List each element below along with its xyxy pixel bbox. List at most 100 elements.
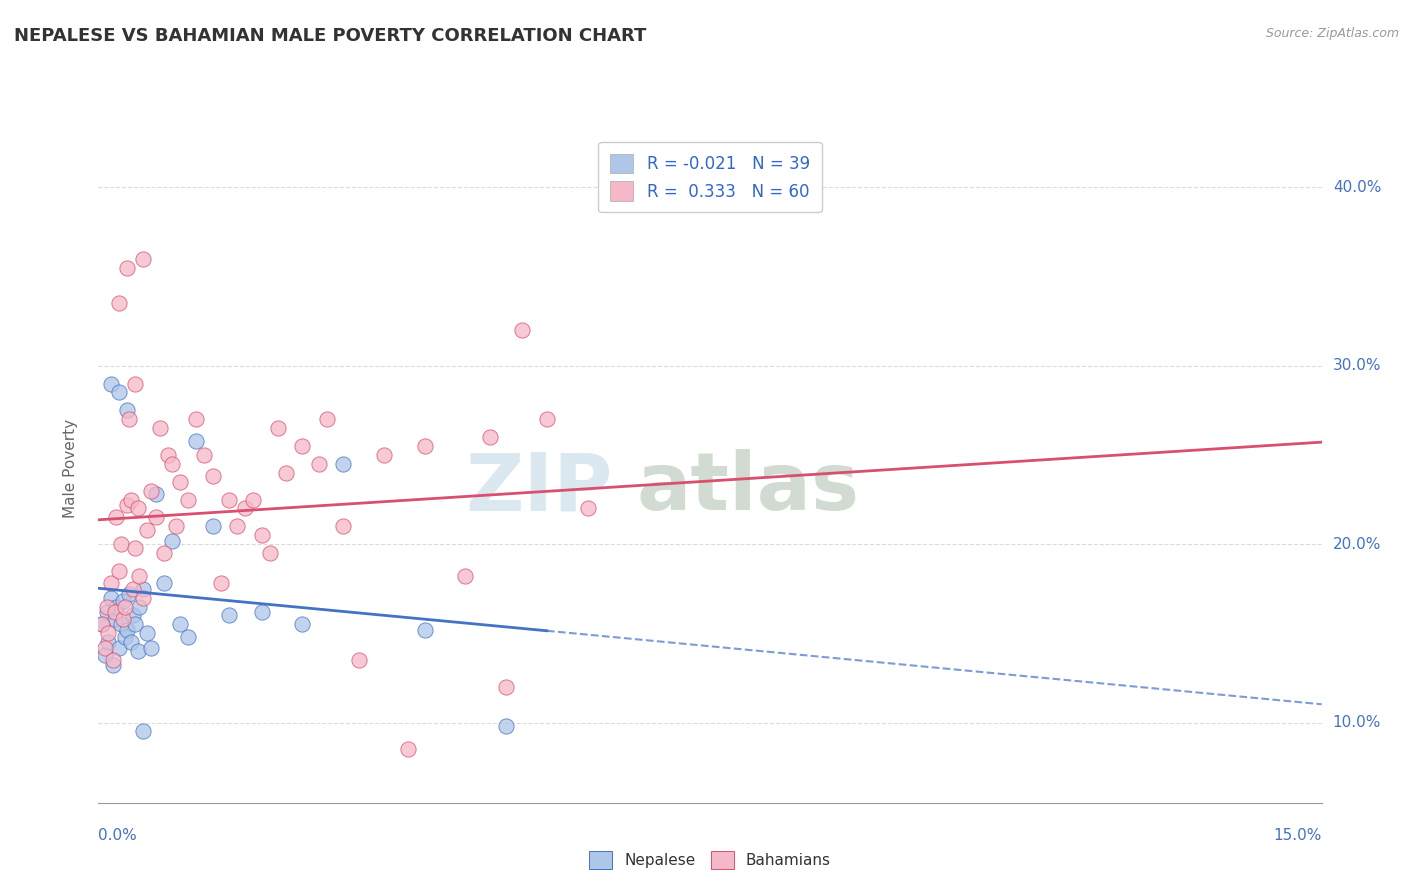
Point	[110, 617, 132, 632]
Point	[94, 640, 117, 655]
Point	[149, 421, 172, 435]
Point	[152, 576, 174, 591]
Point	[132, 591, 155, 605]
Point	[132, 252, 155, 266]
Point	[118, 412, 141, 426]
Point	[97, 626, 120, 640]
Point	[250, 605, 273, 619]
Text: Source: ZipAtlas.com: Source: ZipAtlas.com	[1265, 27, 1399, 40]
Point	[100, 376, 122, 391]
Point	[218, 608, 240, 623]
Point	[250, 528, 273, 542]
Point	[96, 599, 118, 614]
Point	[576, 501, 599, 516]
Point	[111, 612, 134, 626]
Point	[101, 658, 124, 673]
Point	[97, 635, 120, 649]
Point	[114, 630, 136, 644]
Point	[132, 724, 155, 739]
Text: 40.0%: 40.0%	[1333, 180, 1381, 194]
Point	[136, 523, 159, 537]
Point	[315, 412, 337, 426]
Point	[201, 469, 224, 483]
Text: 20.0%: 20.0%	[1333, 537, 1381, 551]
Point	[141, 483, 163, 498]
Point	[94, 648, 117, 662]
Point	[145, 487, 167, 501]
Point	[128, 569, 150, 583]
Point	[136, 626, 159, 640]
Point	[105, 510, 128, 524]
Point	[291, 617, 314, 632]
Point	[101, 653, 124, 667]
Point	[120, 635, 142, 649]
Point	[115, 260, 138, 275]
Point	[177, 630, 200, 644]
Point	[160, 457, 183, 471]
Text: 0.0%: 0.0%	[98, 828, 138, 843]
Point	[108, 640, 131, 655]
Point	[259, 546, 281, 560]
Point	[108, 564, 131, 578]
Point	[413, 623, 436, 637]
Point	[104, 612, 127, 626]
Text: 30.0%: 30.0%	[1333, 359, 1381, 373]
Point	[308, 457, 330, 471]
Point	[121, 582, 143, 596]
Point	[267, 421, 290, 435]
Point	[118, 587, 141, 601]
Point	[115, 498, 138, 512]
Point	[169, 617, 191, 632]
Point	[536, 412, 558, 426]
Point	[495, 680, 517, 694]
Text: atlas: atlas	[637, 450, 859, 527]
Point	[495, 719, 517, 733]
Point	[177, 492, 200, 507]
Point	[121, 608, 143, 623]
Point	[332, 519, 354, 533]
Point	[128, 599, 150, 614]
Point	[373, 448, 395, 462]
Point	[124, 617, 146, 632]
Point	[114, 599, 136, 614]
Text: 15.0%: 15.0%	[1274, 828, 1322, 843]
Point	[274, 466, 297, 480]
Legend: Nepalese, Bahamians: Nepalese, Bahamians	[583, 845, 837, 875]
Point	[91, 617, 114, 632]
Point	[332, 457, 354, 471]
Point	[209, 576, 232, 591]
Point	[242, 492, 264, 507]
Point	[152, 546, 174, 560]
Point	[91, 617, 114, 632]
Point	[120, 492, 142, 507]
Text: NEPALESE VS BAHAMIAN MALE POVERTY CORRELATION CHART: NEPALESE VS BAHAMIAN MALE POVERTY CORREL…	[14, 27, 647, 45]
Point	[108, 385, 131, 400]
Point	[127, 501, 149, 516]
Point	[201, 519, 224, 533]
Point	[454, 569, 477, 583]
Point	[349, 653, 371, 667]
Point	[96, 605, 118, 619]
Text: ZIP: ZIP	[465, 450, 612, 527]
Point	[100, 576, 122, 591]
Point	[169, 475, 191, 489]
Point	[115, 403, 138, 417]
Point	[110, 537, 132, 551]
Y-axis label: Male Poverty: Male Poverty	[63, 418, 77, 518]
Point	[413, 439, 436, 453]
Point	[291, 439, 314, 453]
Point	[512, 323, 534, 337]
Point	[186, 434, 208, 448]
Point	[105, 599, 128, 614]
Point	[100, 591, 122, 605]
Point	[160, 533, 183, 548]
Point	[124, 541, 146, 555]
Point	[165, 519, 187, 533]
Point	[104, 605, 127, 619]
Point	[141, 640, 163, 655]
Text: 10.0%: 10.0%	[1333, 715, 1381, 730]
Point	[218, 492, 240, 507]
Point	[193, 448, 215, 462]
Point	[233, 501, 256, 516]
Point	[186, 412, 208, 426]
